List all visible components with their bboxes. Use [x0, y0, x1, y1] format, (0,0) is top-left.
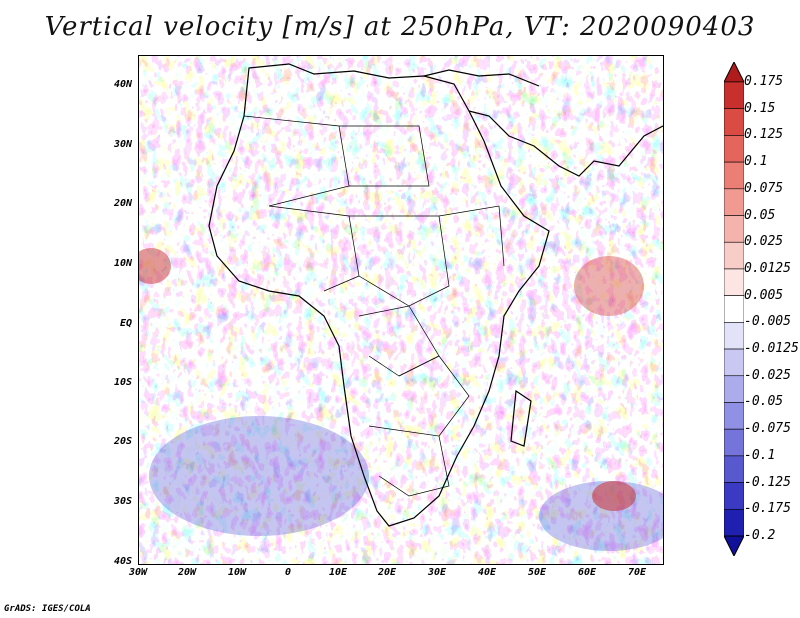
colorbar-label: -0.005: [744, 314, 791, 330]
colorbar-swatch: [724, 81, 744, 110]
lat-label-10n: 10N: [113, 258, 132, 269]
colorbar-label: -0.025: [744, 367, 791, 383]
arabian-sea-ascent: [574, 256, 644, 316]
colorbar-swatch: [724, 482, 744, 510]
vertical-velocity-field: [139, 56, 663, 564]
lon-label-0: 0: [284, 567, 292, 578]
coastlines: [208, 63, 663, 527]
lon-label-50e: 50E: [527, 567, 547, 578]
colorbar-swatch: [724, 375, 744, 403]
colorbar-label: -0.05: [744, 394, 784, 410]
colorbar-swatch: [724, 402, 744, 430]
lon-label-20e: 20E: [377, 567, 397, 578]
colorbar-label: 0.1: [744, 154, 768, 170]
colorbar-label: -0.2: [744, 528, 776, 543]
colorbar-label: 0.15: [744, 100, 776, 116]
lon-label-70e: 70E: [627, 567, 647, 578]
country-borders: [243, 115, 505, 497]
colorbar-label: -0.1: [744, 447, 776, 463]
colorbar-swatch: [724, 508, 744, 537]
lat-label-20s: 20S: [113, 436, 132, 447]
lon-label-30w: 30W: [128, 567, 148, 578]
lat-label-40n: 40N: [113, 79, 132, 90]
colorbar-swatch: [724, 241, 744, 270]
colorbar-label: 0.075: [744, 180, 784, 196]
lon-label-10w: 10W: [227, 567, 247, 578]
colorbar-label: -0.0125: [744, 341, 799, 357]
colorbar-label: 0.0125: [744, 260, 791, 276]
colorbar-bottom-arrow: [724, 535, 744, 556]
colorbar-label: 0.125: [744, 127, 784, 143]
colorbar-swatch: [724, 348, 744, 377]
lat-label-30n: 30N: [113, 139, 132, 150]
colorbar-label: -0.075: [744, 421, 791, 437]
map-panel: [138, 55, 664, 565]
lon-label-30e: 30E: [427, 567, 447, 578]
colorbar-label: 0.175: [744, 74, 784, 89]
lon-label-20w: 20W: [177, 567, 197, 578]
lat-label-10s: 10S: [113, 377, 132, 388]
lon-label-40e: 40E: [477, 567, 497, 578]
colorbar-label: -0.125: [744, 474, 791, 490]
colorbar-swatch: [724, 135, 744, 163]
colorbar-swatch: [724, 215, 744, 243]
colorbar: [724, 62, 744, 556]
colorbar-swatch: [724, 161, 744, 190]
colorbar-label: 0.05: [744, 207, 776, 223]
lat-label-20n: 20N: [113, 198, 132, 209]
colorbar-label: -0.175: [744, 501, 791, 517]
colorbar-swatch: [724, 455, 744, 483]
field-texture: [139, 56, 663, 564]
east-atlantic-ascent: [139, 248, 171, 284]
indian-ocean-ascent-cell: [592, 481, 636, 511]
colorbar-top-arrow: [724, 62, 744, 83]
colorbar-swatch: [724, 108, 744, 136]
colorbar-swatch: [724, 322, 744, 350]
grads-credit: GrADS: IGES/COLA: [4, 604, 91, 614]
colorbar-swatch: [724, 268, 744, 296]
lat-label-eq: EQ: [119, 318, 132, 329]
lon-label-60e: 60E: [577, 567, 597, 578]
colorbar-swatch: [724, 295, 744, 323]
colorbar-swatch: [724, 428, 744, 457]
colorbar-label: 0.025: [744, 234, 784, 250]
lat-label-40s: 40S: [113, 556, 132, 567]
colorbar-label: 0.005: [744, 287, 784, 303]
lat-label-30s: 30S: [113, 496, 132, 507]
lon-label-10e: 10E: [328, 567, 348, 578]
south-atlantic-subsidence: [149, 416, 369, 536]
map-title: Vertical velocity [m/s] at 250hPa, VT: 2…: [44, 12, 756, 42]
colorbar-swatch: [724, 188, 744, 216]
